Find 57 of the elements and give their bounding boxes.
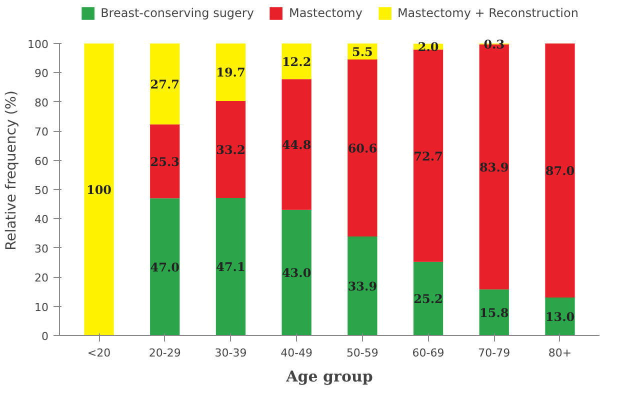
x-tick-label: 40-49: [280, 346, 313, 360]
bar: [216, 43, 246, 101]
data-label: 72.7: [414, 149, 443, 164]
data-label: 87.0: [545, 164, 575, 178]
x-tick-label: 30-39: [214, 346, 247, 360]
x-tick-label: 20-29: [148, 346, 181, 360]
x-tick-label: <20: [87, 346, 111, 360]
data-label: 33.2: [216, 142, 246, 157]
data-label: 25.2: [414, 292, 443, 306]
data-label: 27.7: [150, 77, 180, 92]
y-tick-label: 40: [34, 213, 49, 226]
data-label: 12.2: [282, 54, 312, 69]
bar: [282, 210, 312, 336]
data-label: 5.5: [352, 44, 373, 59]
bar: [545, 43, 575, 298]
data-label: 100: [86, 182, 112, 197]
data-label: 43.0: [282, 266, 312, 280]
y-tick-label: 30: [34, 242, 49, 256]
x-tick-label: 50-59: [346, 346, 378, 360]
bar: [150, 43, 180, 124]
data-label: 25.3: [150, 154, 180, 169]
y-tick-label: 80: [34, 96, 49, 110]
data-label: 47.0: [150, 260, 180, 274]
data-label: 19.7: [216, 66, 246, 80]
bar: [84, 43, 114, 336]
y-tick-label: 60: [34, 154, 49, 168]
legend-label: Breast-conserving sugery: [100, 6, 254, 20]
y-tick-label: 50: [34, 184, 49, 197]
y-axis-title: Relative frequency (%): [4, 90, 20, 250]
y-tick-label: 70: [34, 126, 49, 139]
y-tick-label: 10: [34, 300, 49, 314]
data-label: 33.9: [348, 280, 378, 294]
bar: [216, 198, 246, 336]
bar: [348, 60, 378, 236]
x-tick-label: 70-79: [478, 346, 510, 360]
data-label: 15.8: [480, 306, 509, 320]
y-tick-label: 0: [42, 330, 48, 343]
x-tick-label: 60-69: [412, 346, 444, 360]
bar: [413, 262, 444, 336]
data-label: 44.8: [282, 138, 312, 152]
bar: [413, 50, 444, 262]
x-axis-title: Age group: [285, 368, 373, 386]
data-label: 13.0: [545, 310, 575, 324]
bar: [348, 236, 378, 336]
bar: [150, 198, 180, 336]
y-tick-label: 20: [34, 272, 49, 285]
x-tick-label: 80+: [548, 346, 572, 360]
y-tick-label: 90: [34, 67, 49, 80]
y-tick-label: 100: [28, 38, 49, 51]
data-label: 83.9: [480, 160, 509, 174]
legend-label: Mastectomy + Reconstruction: [397, 6, 578, 20]
legend-label: Mastectomy: [288, 6, 362, 20]
bar: [150, 124, 180, 198]
data-label: 47.1: [216, 260, 246, 274]
bar: [216, 100, 246, 198]
data-label: 60.6: [348, 142, 378, 156]
bar: [282, 79, 312, 210]
